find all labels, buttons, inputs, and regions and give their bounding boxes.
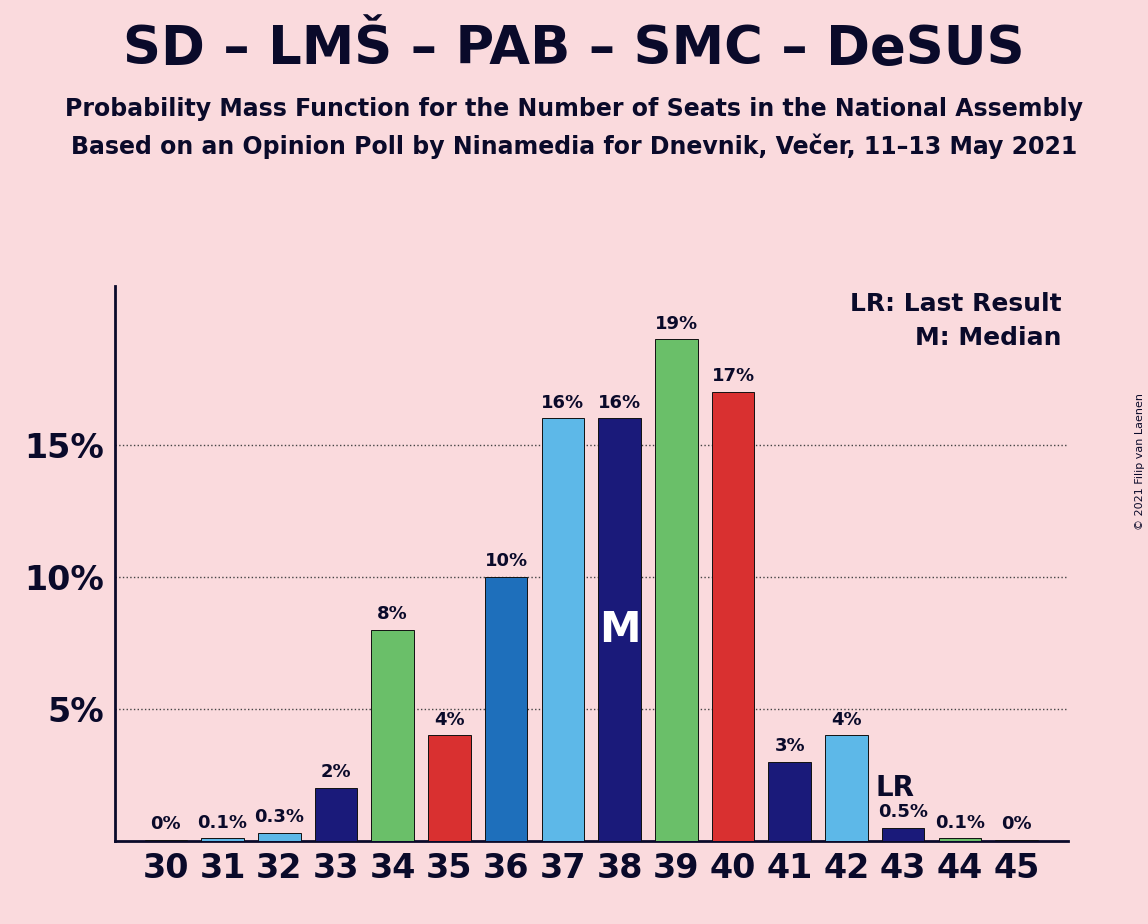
Bar <box>484 577 527 841</box>
Text: 8%: 8% <box>378 605 408 623</box>
Bar <box>825 736 868 841</box>
Text: 4%: 4% <box>831 711 862 729</box>
Bar <box>258 833 301 841</box>
Bar <box>201 838 243 841</box>
Text: 4%: 4% <box>434 711 465 729</box>
Bar <box>768 761 810 841</box>
Text: M: Median: M: Median <box>915 326 1062 350</box>
Text: Probability Mass Function for the Number of Seats in the National Assembly: Probability Mass Function for the Number… <box>65 97 1083 121</box>
Text: 0%: 0% <box>1001 815 1032 833</box>
Bar <box>315 788 357 841</box>
Text: LR: LR <box>876 774 915 802</box>
Bar <box>428 736 471 841</box>
Text: 3%: 3% <box>775 737 805 755</box>
Bar <box>598 419 641 841</box>
Text: 19%: 19% <box>654 315 698 333</box>
Bar <box>372 629 414 841</box>
Text: M: M <box>599 609 641 650</box>
Bar <box>542 419 584 841</box>
Text: 0%: 0% <box>150 815 181 833</box>
Bar <box>939 838 982 841</box>
Bar <box>712 392 754 841</box>
Text: 2%: 2% <box>320 763 351 782</box>
Text: 0.1%: 0.1% <box>934 814 985 832</box>
Text: Based on an Opinion Poll by Ninamedia for Dnevnik, Večer, 11–13 May 2021: Based on an Opinion Poll by Ninamedia fo… <box>71 134 1077 160</box>
Text: SD – LMŠ – PAB – SMC – DeSUS: SD – LMŠ – PAB – SMC – DeSUS <box>123 23 1025 75</box>
Text: 0.1%: 0.1% <box>197 814 248 832</box>
Text: © 2021 Filip van Laenen: © 2021 Filip van Laenen <box>1135 394 1145 530</box>
Text: 16%: 16% <box>598 394 641 412</box>
Text: 10%: 10% <box>484 553 528 570</box>
Bar <box>656 339 698 841</box>
Text: 16%: 16% <box>542 394 584 412</box>
Text: LR: Last Result: LR: Last Result <box>851 292 1062 316</box>
Bar <box>995 840 1038 841</box>
Text: 0.5%: 0.5% <box>878 803 929 821</box>
Text: 0.3%: 0.3% <box>254 808 304 826</box>
Bar <box>882 828 924 841</box>
Text: 17%: 17% <box>712 368 754 385</box>
Bar <box>145 840 187 841</box>
